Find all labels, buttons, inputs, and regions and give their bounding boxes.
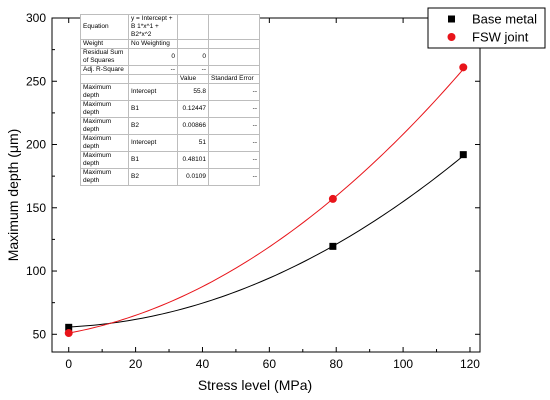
table-row: Maximum depth Intercept 51 -- [80, 134, 260, 152]
table-cell: 0 [177, 48, 209, 66]
table-cell: B1 [128, 151, 178, 169]
table-cell: 0.12447 [177, 100, 209, 118]
legend-label: FSW joint [472, 30, 529, 45]
x-axis: 0 20 40 60 80 100 120 [65, 18, 480, 371]
table-row: Maximum depth B2 0.00866 -- [80, 117, 260, 135]
y-tick-label: 100 [26, 264, 46, 278]
table-row: Maximum depth Intercept 55.8 -- [80, 83, 260, 101]
table-cell [128, 74, 178, 84]
x-tick-label: 60 [263, 357, 277, 371]
x-tick-label: 20 [129, 357, 143, 371]
legend-box [427, 7, 546, 49]
table-cell: Adj. R-Square [80, 65, 129, 75]
plot-area [51, 17, 481, 353]
table-row: Adj. R-Square -- -- [80, 65, 260, 75]
table-row: Value Standard Error [80, 74, 260, 84]
fit-curve [68, 68, 464, 334]
legend-label: Base metal [472, 12, 537, 27]
legend: Base metal FSW joint [427, 7, 546, 49]
table-cell: Maximum depth [80, 168, 129, 186]
table-cell [208, 14, 260, 40]
table-cell: B2 [128, 117, 178, 135]
table-row: Equation y = Intercept + B 1*x^1 + B2*x^2 [80, 14, 260, 40]
plot-frame [51, 17, 481, 353]
y-tick-label: 200 [26, 138, 46, 152]
table-cell [208, 39, 260, 49]
data-point [328, 194, 337, 203]
table-cell: -- [208, 83, 260, 101]
table-cell: 0.0109 [177, 168, 209, 186]
table-row: Maximum depth B1 0.48101 -- [80, 151, 260, 169]
table-cell: 0 [128, 48, 178, 66]
table-cell [177, 39, 209, 49]
fit-curves [68, 68, 464, 334]
table-cell: Maximum depth [80, 134, 129, 152]
table-cell: y = Intercept + B 1*x^1 + B2*x^2 [128, 14, 178, 40]
x-tick-label: 80 [330, 357, 344, 371]
data-points [64, 63, 468, 338]
table-cell: Residual Sum of Squares [80, 48, 129, 66]
x-tick-label: 0 [65, 357, 72, 371]
y-tick-label: 50 [33, 327, 47, 341]
x-tick-label: 120 [460, 357, 480, 371]
table-cell [208, 48, 260, 66]
table-row: Maximum depth B2 0.0109 -- [80, 168, 260, 186]
y-tick-label: 300 [26, 11, 46, 25]
table-cell: -- [208, 168, 260, 186]
table-row: Weight No Weighting [80, 39, 260, 49]
y-axis: 50 100 150 200 250 300 [26, 11, 480, 341]
fit-statistics-table: Equation y = Intercept + B 1*x^1 + B2*x^2… [80, 14, 260, 186]
table-cell: No Weighting [128, 39, 178, 49]
table-cell: -- [208, 100, 260, 118]
fit-curve [68, 155, 464, 328]
x-tick-label: 40 [196, 357, 210, 371]
legend-marker [448, 15, 455, 23]
table-row: Residual Sum of Squares 0 0 [80, 48, 260, 66]
data-point [64, 329, 73, 338]
table-cell: Maximum depth [80, 151, 129, 169]
table-cell: Intercept [128, 83, 178, 101]
y-tick-label: 250 [26, 74, 46, 88]
table-cell: Maximum depth [80, 100, 129, 118]
table-cell: -- [208, 151, 260, 169]
table-cell: B1 [128, 100, 178, 118]
x-axis-title: Stress level (MPa) [198, 377, 312, 393]
table-cell: -- [128, 65, 178, 75]
data-point [459, 63, 468, 72]
y-axis-title: Maximum depth (μm) [5, 129, 21, 262]
table-cell [208, 65, 260, 75]
table-cell [80, 74, 129, 84]
data-point [329, 242, 337, 250]
table-cell: -- [177, 65, 209, 75]
data-point [65, 323, 73, 331]
table-cell: 0.00866 [177, 117, 209, 135]
table-cell: -- [208, 117, 260, 135]
table-cell: 0.48101 [177, 151, 209, 169]
table-cell: Standard Error [208, 74, 260, 84]
table-cell: 55.8 [177, 83, 209, 101]
table-cell: Maximum depth [80, 83, 129, 101]
y-tick-label: 150 [26, 201, 46, 215]
legend-marker [447, 33, 456, 41]
x-tick-label: 100 [393, 357, 413, 371]
data-point [459, 151, 467, 159]
table-cell [177, 14, 209, 40]
table-cell: B2 [128, 168, 178, 186]
table-cell: Weight [80, 39, 129, 49]
table-row: Maximum depth B1 0.12447 -- [80, 100, 260, 118]
table-cell: Intercept [128, 134, 178, 152]
table-cell: Maximum depth [80, 117, 129, 135]
table-cell: Value [177, 74, 209, 84]
table-cell: -- [208, 134, 260, 152]
table-cell: 51 [177, 134, 209, 152]
table-cell: Equation [80, 14, 129, 40]
